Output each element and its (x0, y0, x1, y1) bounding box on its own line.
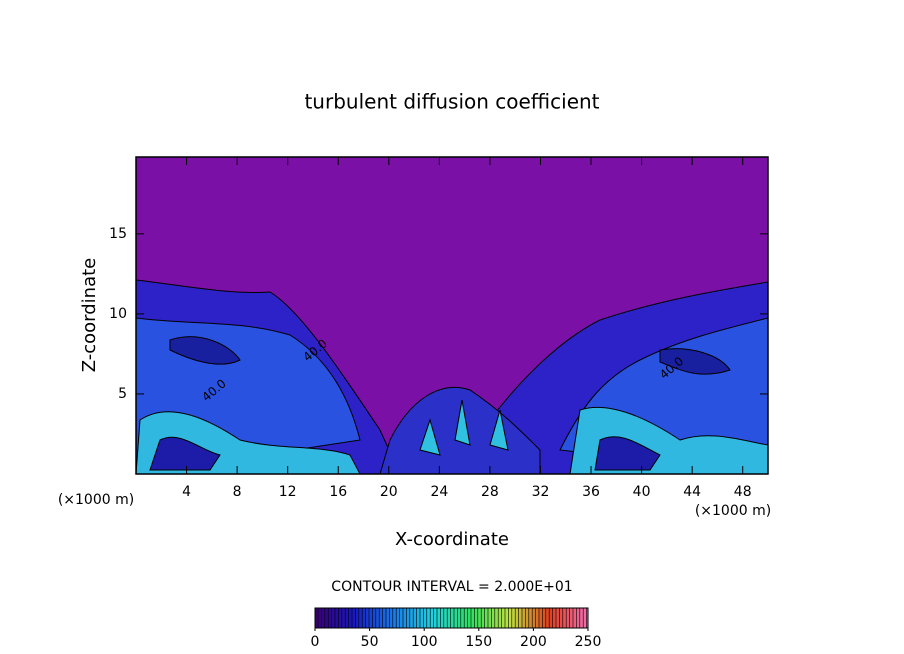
colorbar-tick-label: 100 (411, 634, 438, 650)
y-tick-label: 5 (118, 386, 127, 402)
x-tick-label: 8 (233, 484, 242, 500)
x-unit: (×1000 m) (695, 503, 771, 519)
x-tick-label: 48 (734, 484, 752, 500)
contour-interval: CONTOUR INTERVAL = 2.000E+01 (331, 579, 572, 595)
x-tick-label: 16 (329, 484, 347, 500)
x-tick-label: 32 (532, 484, 550, 500)
x-axis-label: X-coordinate (395, 529, 509, 550)
field (136, 157, 768, 474)
x-tick-label: 36 (582, 484, 600, 500)
x-tick-label: 24 (430, 484, 448, 500)
colorbar-tick-label: 0 (311, 634, 320, 650)
chart-title: turbulent diffusion coefficient (304, 90, 599, 114)
x-tick-label: 20 (380, 484, 398, 500)
x-tick-label: 44 (683, 484, 701, 500)
colorbar-tick-label: 150 (465, 634, 492, 650)
x-tick-label: 4 (182, 484, 191, 500)
plot-frame (135, 156, 769, 475)
colorbar-tick-label: 200 (520, 634, 547, 650)
y-axis-label: Z-coordinate (79, 258, 100, 373)
x-tick-label: 40 (633, 484, 651, 500)
x-tick-label: 12 (279, 484, 297, 500)
x-unit: (×1000 m) (58, 492, 134, 508)
y-tick-label: 15 (109, 226, 127, 242)
x-tick-label: 28 (481, 484, 499, 500)
colorbar-hatching (317, 608, 587, 628)
colorbar-tick-label: 250 (575, 634, 602, 650)
y-tick-label: 10 (109, 306, 127, 322)
colorbar-tick-label: 50 (361, 634, 379, 650)
colorbar (314, 607, 589, 629)
